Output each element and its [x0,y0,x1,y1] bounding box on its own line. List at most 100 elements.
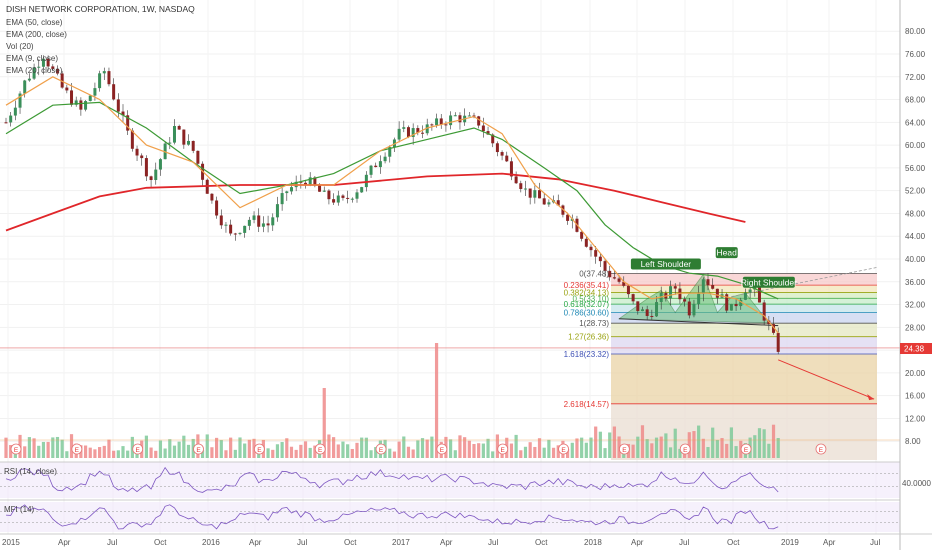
volume-bar [757,428,762,458]
volume-bar [537,438,542,458]
volume-bar [238,437,242,458]
candle-body [439,118,443,125]
candle-body [285,191,289,194]
candle-body [500,152,504,156]
volume-bar [720,438,724,458]
candle-body [102,71,106,74]
fib-label: 0.618(32.07) [564,300,610,309]
rsi-pane [0,462,900,498]
x-tick-label: Apr [440,538,453,547]
candle-body [116,99,120,112]
neckline [619,318,779,327]
candle-body [388,147,392,157]
volume-bar [411,449,415,458]
volume-bar [636,436,640,458]
candle-body [355,192,359,199]
candle-body [252,215,256,220]
y-tick-label: 40.00 [905,255,926,264]
candle-body [238,232,242,234]
fib-label: 1.618(23.32) [564,350,610,359]
x-tick-label: Jul [488,538,498,547]
volume-bar [467,440,471,458]
mfi-label: MFI (14) [4,505,35,514]
candle-body [9,115,13,123]
volume-bar [303,441,308,458]
earnings-icon [132,443,144,455]
fib-label: 0(37.48) [579,269,609,278]
volume-bar [41,441,46,458]
volume-bar [130,436,134,458]
volume-bar [322,388,326,458]
volume-bar [640,425,645,458]
candle-body [266,223,270,226]
candle-body [477,116,481,126]
volume-bar [706,447,710,458]
mfi-line [5,504,779,530]
volume-bar [509,443,514,458]
volume-bar [205,434,209,458]
volume-bar [126,450,130,458]
y-tick-label: 72.00 [905,73,926,82]
candle-body [144,158,148,177]
candle-body [701,279,705,294]
legend-ema-9: EMA (9, close) [6,54,58,63]
candle-body [533,190,537,198]
earnings-icon [558,443,569,455]
candle-body [360,187,364,193]
candle-body [402,127,406,129]
candle-body [547,202,551,205]
candle-body [154,169,158,181]
volume-bar [4,437,8,458]
volume-bar [65,451,69,458]
candle-body [46,58,50,67]
volume-bar [186,444,191,458]
candle-body [509,161,513,177]
earnings-label: E [622,447,627,454]
last-price-badge [900,343,932,354]
earnings-label: E [683,447,688,454]
volume-bar [430,436,434,458]
volume-bar [533,446,537,458]
candle-body [486,131,490,135]
earnings-label: E [561,447,566,454]
candle-body [467,115,471,117]
legend-volume: Vol (20) [6,42,34,51]
volume-bar [434,343,439,458]
volume-bar [55,436,60,458]
volume-bar [406,446,411,458]
candle-body [687,301,691,316]
volume-bar [668,447,673,458]
candle-body [538,190,542,199]
volume-bar [60,439,64,458]
candle-body [27,78,31,81]
volume-bar [608,432,612,458]
volume-bar [289,446,294,458]
volume-bar [566,448,570,458]
candle-body [84,101,88,110]
candle-body [41,58,45,67]
volume-bar [664,433,668,458]
volume-bar [233,449,237,458]
candle-body [528,188,532,198]
y-tick-label: 12.00 [905,414,926,423]
candle-body [172,126,176,143]
fib-band [611,285,877,293]
volume-bar [477,443,481,458]
candle-body [299,181,303,183]
candle-body [542,198,546,205]
earnings-icon [253,443,265,455]
candle-body [346,197,350,199]
x-tick-label: Oct [344,538,357,547]
volume-bar [701,438,705,458]
candle-body [98,73,102,89]
candle-body [748,289,752,293]
volume-bar [631,444,635,458]
earnings-icon [71,443,83,455]
candle-body [18,93,22,108]
candle-body [678,288,682,300]
candle-body [406,127,410,137]
candle-body [435,118,439,126]
candle-body [392,139,396,148]
target-arrowhead [867,394,875,401]
